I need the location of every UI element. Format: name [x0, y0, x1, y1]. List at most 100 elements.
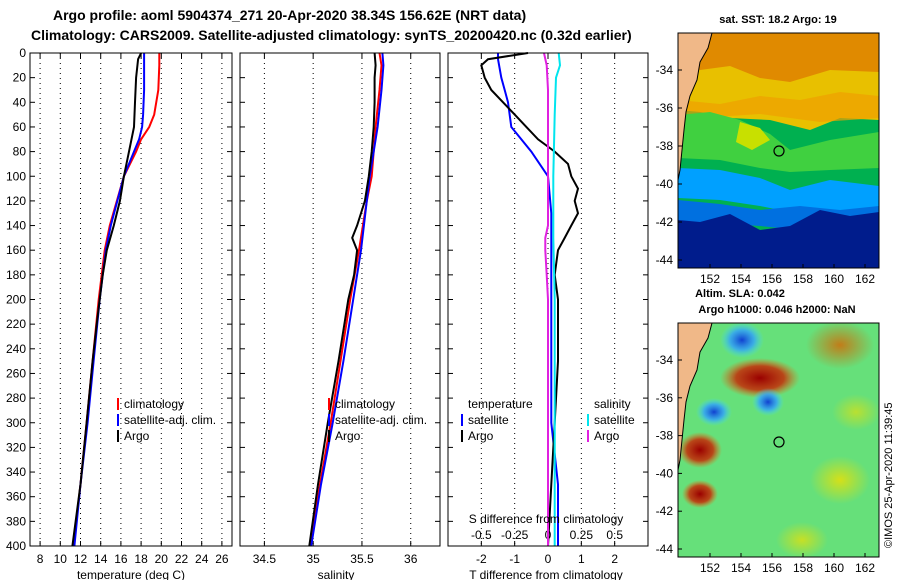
sla-map-frame — [677, 322, 880, 558]
difference-axes-frame — [447, 52, 649, 547]
sst-map-ticks: 152 154 156 158 160 162 -34 -36 -38 -40 -42 -44 — [656, 63, 876, 286]
map-y-tick-label: -44 — [656, 253, 674, 267]
salinity-x-ticks: 34.5 35 35.5 36 — [253, 552, 418, 566]
temperature-xlabel: temperature (deg C) — [77, 568, 185, 580]
legend-argo: Argo — [124, 429, 150, 443]
series-climatology — [72, 53, 161, 547]
sst-map-frame — [677, 32, 880, 269]
s-diff-tick-label: 0.5 — [606, 528, 623, 542]
x-tick-label: 35 — [306, 552, 320, 566]
map-x-tick-label: 152 — [700, 561, 720, 575]
t-diff-x-ticks: -2 -1 0 1 2 — [476, 552, 618, 566]
x-tick-label: 36 — [404, 552, 418, 566]
sla-map-subtitle: Argo h1000: 0.046 h2000: NaN — [698, 304, 855, 316]
salinity-xlabel: salinity — [318, 568, 355, 580]
temperature-legend: climatology satellite-adj. clim. Argo — [117, 397, 216, 443]
map-y-tick-label: -42 — [656, 215, 674, 229]
map-x-tick-label: 158 — [793, 561, 813, 575]
title-line-1: Argo profile: aoml 5904374_271 20-Apr-20… — [53, 7, 526, 23]
series-salinity-argo — [543, 52, 549, 546]
temperature-x-ticks: 8 10 12 14 16 18 20 22 24 26 — [37, 552, 229, 566]
sst-map: 152 154 156 158 160 162 -34 -36 -38 -40 -42 -44 — [656, 32, 880, 286]
depth-tick-label: 300 — [6, 416, 26, 430]
legend-salinity-title: salinity — [594, 397, 631, 411]
map-x-tick-label: 160 — [824, 561, 844, 575]
depth-tick-label: 360 — [6, 490, 26, 504]
map-x-tick-label: 152 — [700, 272, 720, 286]
sst-map-title: sat. SST: 18.2 Argo: 19 — [719, 14, 837, 26]
legend-temperature-title: temperature — [468, 397, 533, 411]
argo-location-marker — [773, 436, 785, 448]
legend-t-argo: Argo — [468, 429, 494, 443]
x-tick-label: 35.5 — [350, 552, 374, 566]
depth-tick-label: 0 — [19, 46, 26, 60]
x-tick-label: 20 — [155, 552, 169, 566]
x-tick-label: 8 — [37, 552, 44, 566]
imos-watermark: ©IMOS 25-Apr-2020 11:39:45 — [883, 403, 895, 548]
sla-map: 152 154 156 158 160 162 -34 -36 -38 -40 -42 -44 — [656, 322, 880, 575]
depth-tick-labels: 0 20 40 60 80 100 120 140 160 180 200 220 240 260 280 3… — [6, 46, 26, 553]
s-diff-xlabel: S difference from climatology — [469, 512, 624, 526]
depth-tick-label: 120 — [6, 194, 26, 208]
salinity-axes-frame — [239, 52, 441, 547]
depth-tick-label: 200 — [6, 293, 26, 307]
depth-tick-label: 240 — [6, 342, 26, 356]
x-tick-label: 26 — [215, 552, 229, 566]
depth-tick-label: 40 — [13, 95, 27, 109]
map-y-tick-label: -38 — [656, 139, 674, 153]
map-x-tick-label: 162 — [855, 272, 875, 286]
x-tick-label: 2 — [611, 552, 618, 566]
legend-s-satellite: satellite — [594, 413, 635, 427]
x-tick-label: 18 — [134, 552, 148, 566]
difference-panel: -2 -1 0 1 2 -0.5 -0.25 0 0.25 0.5 T difference f… — [447, 52, 649, 582]
legend-climatology: climatology — [335, 397, 395, 411]
title-line-2: Climatology: CARS2009. Satellite-adjuste… — [31, 27, 632, 43]
depth-tick-label: 180 — [6, 268, 26, 282]
depth-tick-label: 60 — [13, 120, 27, 134]
map-x-tick-label: 156 — [762, 561, 782, 575]
argo-location-marker — [773, 145, 785, 157]
depth-tick-label: 140 — [6, 219, 26, 233]
t-diff-xlabel: T difference from climatology — [469, 568, 623, 580]
temperature-axes-frame — [29, 52, 233, 547]
series-satellite-adj-clim — [310, 52, 385, 547]
difference-legend-salinity: salinity satellite Argo — [587, 397, 635, 443]
map-x-tick-label: 162 — [855, 561, 875, 575]
sla-field — [678, 323, 879, 557]
x-tick-label: -2 — [476, 552, 487, 566]
s-diff-tick-label: 0.25 — [570, 528, 594, 542]
x-tick-label: 34.5 — [253, 552, 277, 566]
map-x-tick-label: 156 — [762, 272, 782, 286]
x-tick-label: -1 — [509, 552, 520, 566]
depth-tick-label: 400 — [6, 539, 26, 553]
x-tick-label: 10 — [54, 552, 68, 566]
map-y-tick-label: -36 — [656, 101, 674, 115]
map-y-tick-label: -44 — [656, 542, 674, 556]
map-y-tick-label: -36 — [656, 391, 674, 405]
temperature-panel: 0 20 40 60 80 100 120 140 160 180 200 220 240 260 280 3… — [6, 46, 233, 582]
series-temperature-argo — [480, 52, 580, 547]
salinity-legend: climatology satellite-adj. clim. Argo — [328, 397, 427, 443]
legend-argo: Argo — [335, 429, 361, 443]
legend-s-argo: Argo — [594, 429, 620, 443]
map-y-tick-label: -34 — [656, 63, 674, 77]
depth-tick-label: 20 — [13, 71, 27, 85]
legend-satellite: satellite-adj. clim. — [335, 413, 427, 427]
s-diff-x-ticks: -0.5 -0.25 0 0.25 0.5 — [471, 528, 623, 542]
map-y-tick-label: -42 — [656, 504, 674, 518]
legend-t-satellite: satellite — [468, 413, 509, 427]
depth-tick-label: 160 — [6, 243, 26, 257]
difference-legend-temperature: temperature satellite Argo — [461, 397, 533, 443]
x-tick-label: 14 — [94, 552, 108, 566]
x-tick-label: 12 — [74, 552, 88, 566]
depth-tick-label: 80 — [13, 145, 27, 159]
series-argo — [71, 52, 143, 547]
depth-tick-label: 220 — [6, 317, 26, 331]
map-y-tick-label: -38 — [656, 429, 674, 443]
s-diff-tick-label: -0.5 — [471, 528, 492, 542]
salinity-lines — [308, 52, 385, 547]
depth-tick-label: 100 — [6, 169, 26, 183]
map-x-tick-label: 154 — [731, 561, 751, 575]
map-y-tick-label: -40 — [656, 466, 674, 480]
